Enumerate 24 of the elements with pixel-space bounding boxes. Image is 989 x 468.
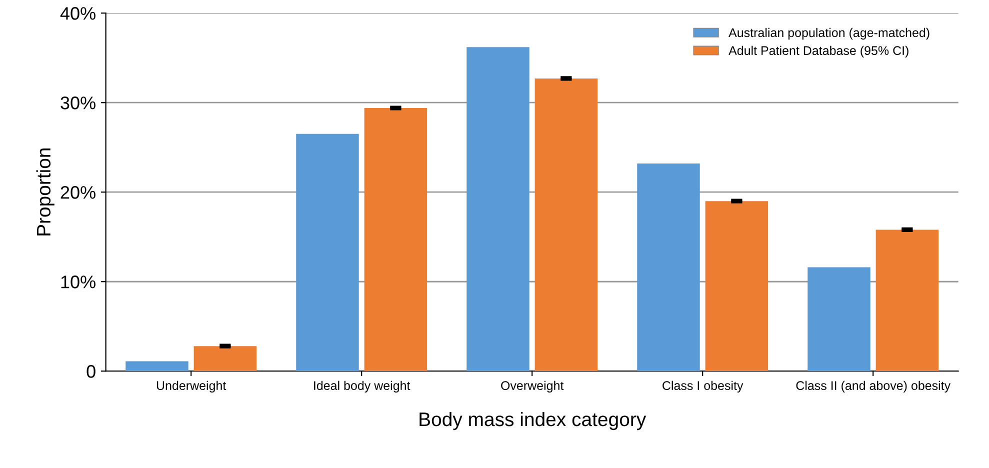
legend-label: Australian population (age-matched) [728, 28, 930, 40]
bar [466, 47, 530, 372]
bar [876, 230, 939, 372]
bar [296, 134, 359, 372]
legend-label: Adult Patient Database (95% CI) [728, 46, 908, 58]
bar [637, 163, 700, 372]
bar [705, 201, 768, 372]
x-tick-label: Ideal body weight [314, 380, 410, 392]
x-tick-label: Class I obesity [662, 380, 744, 392]
bar [126, 361, 188, 372]
x-tick-label: Underweight [156, 380, 226, 392]
bar [534, 78, 598, 372]
y-tick-label: 40% [60, 7, 96, 20]
x-tick-label: Overweight [501, 380, 564, 392]
bar [194, 346, 257, 372]
y-tick-label: 0 [86, 365, 96, 378]
y-tick-label: 20% [60, 186, 96, 199]
x-axis-title: Body mass index category [420, 412, 646, 430]
bar [364, 108, 428, 372]
bar [808, 267, 870, 372]
y-tick-label: 10% [61, 276, 96, 288]
y-tick-label: 30% [60, 96, 96, 110]
x-tick-label: Class II (and above) obesity [796, 380, 951, 392]
y-axis-title: Proportion [36, 148, 54, 236]
